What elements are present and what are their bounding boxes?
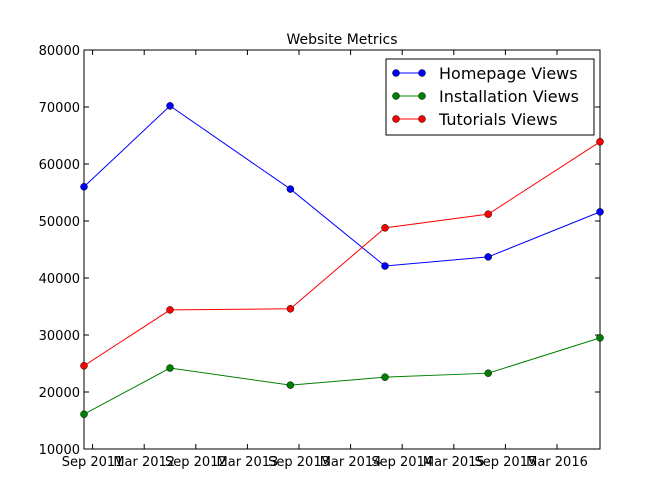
x-tick-label: Sep 2011 xyxy=(62,455,124,470)
x-tick-label: Sep 2014 xyxy=(371,455,433,470)
y-tick-label: 80000 xyxy=(39,44,80,59)
data-point xyxy=(484,253,492,261)
x-tick-label: Mar 2015 xyxy=(423,455,485,470)
y-tick-label: 10000 xyxy=(39,443,80,458)
x-tick-label: Mar 2012 xyxy=(113,455,175,470)
legend-label: Homepage Views xyxy=(439,64,578,83)
data-point xyxy=(484,210,492,218)
data-point xyxy=(286,381,295,389)
data-point xyxy=(166,102,174,110)
series-line xyxy=(83,105,601,267)
y-tick-label: 60000 xyxy=(39,158,80,173)
y-tick-label: 50000 xyxy=(39,215,80,230)
legend-marker xyxy=(418,115,426,123)
y-tick-label: 40000 xyxy=(39,272,80,287)
data-point xyxy=(381,262,389,270)
legend-marker xyxy=(392,69,400,77)
legend-marker xyxy=(392,115,400,123)
legend-label: Installation Views xyxy=(439,87,579,106)
legend-marker xyxy=(418,92,426,100)
data-point xyxy=(80,362,88,370)
series-line xyxy=(83,141,601,367)
legend-label: Tutorials Views xyxy=(438,110,558,129)
series-homepage-views xyxy=(80,102,604,270)
data-point xyxy=(286,185,295,193)
legend-marker xyxy=(418,69,426,77)
x-tick-label: Sep 2015 xyxy=(475,455,537,470)
y-tick-label: 70000 xyxy=(39,101,80,116)
data-point xyxy=(484,369,492,377)
data-point xyxy=(596,334,604,342)
series-tutorials-views xyxy=(80,138,604,370)
data-point xyxy=(381,373,389,381)
x-tick-label: Sep 2012 xyxy=(165,455,227,470)
chart-title: Website Metrics xyxy=(286,32,397,48)
x-tick-label: Mar 2014 xyxy=(320,455,382,470)
data-point xyxy=(80,410,88,418)
legend-marker xyxy=(392,92,400,100)
data-point xyxy=(381,224,389,232)
data-point xyxy=(286,305,295,313)
data-point xyxy=(166,306,174,314)
y-tick-label: 20000 xyxy=(39,386,80,401)
data-point xyxy=(80,183,88,191)
data-point xyxy=(596,208,604,216)
series-installation-views xyxy=(80,334,604,418)
data-point xyxy=(166,364,174,372)
data-point xyxy=(596,138,604,146)
legend: Homepage Views Installation Views Tutorial… xyxy=(385,58,595,136)
x-tick-label: Mar 2013 xyxy=(217,455,279,470)
series-line xyxy=(83,337,601,415)
series-group xyxy=(80,102,604,418)
y-tick-label: 30000 xyxy=(39,329,80,344)
x-tick-label: Mar 2016 xyxy=(526,455,588,470)
x-tick-label: Sep 2013 xyxy=(268,455,330,470)
